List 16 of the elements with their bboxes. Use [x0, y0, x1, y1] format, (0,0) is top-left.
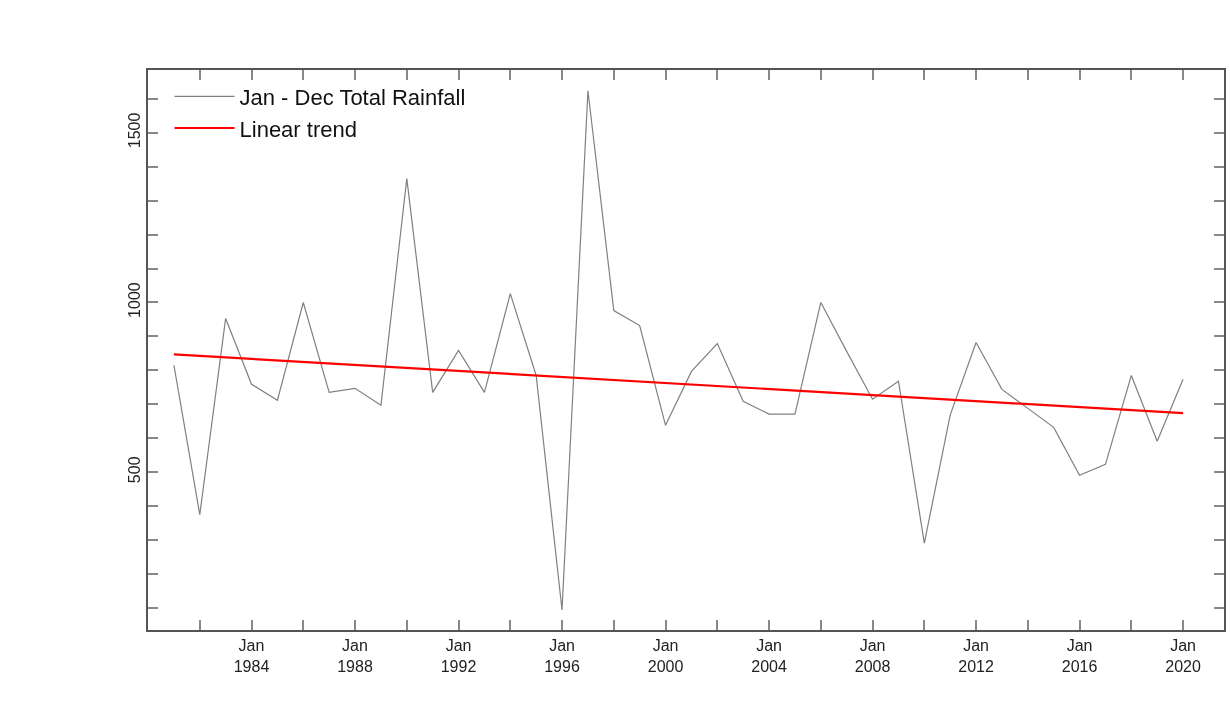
x-tick-label: Jan 2016	[1061, 636, 1098, 675]
x-tick-label: Jan 1992	[440, 636, 477, 675]
legend-label: Jan - Dec Total Rainfall	[239, 84, 466, 110]
x-tick-label: Jan 2004	[751, 636, 787, 675]
x-tick-label: Jan 1984	[233, 636, 270, 675]
legend-label: Linear trend	[239, 116, 357, 142]
y-tick-label: 500	[125, 456, 143, 484]
x-tick-label: Jan 2000	[647, 636, 684, 675]
y-tick-label: 1500	[125, 112, 143, 149]
x-tick-label: Jan 2008	[854, 636, 891, 675]
line-series	[173, 90, 1184, 611]
x-tick-label: Jan 1996	[544, 636, 580, 675]
y-tick-label: 1000	[125, 282, 143, 318]
x-tick-label: Jan 2012	[958, 636, 994, 675]
x-tick-label: Jan 1988	[337, 636, 373, 675]
x-tick-label: Jan 2020	[1165, 636, 1201, 675]
